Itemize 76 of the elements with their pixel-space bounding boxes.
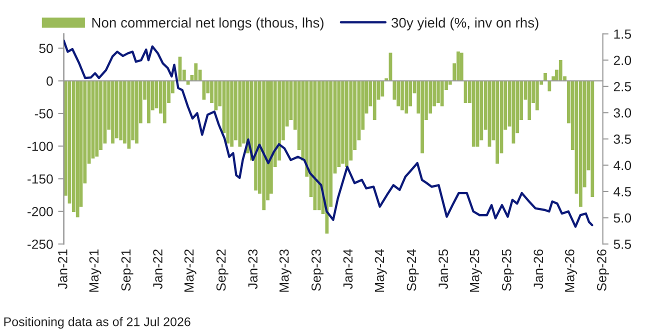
bar [472,80,476,147]
y-tick-label: 50 [39,44,53,54]
y2-tick-label: 4.0 [614,160,632,170]
bar [535,80,539,110]
bar [325,80,329,234]
bar [404,80,408,114]
bar [345,80,348,168]
y2-tick-label: 5.0 [614,213,632,223]
x-tick-label: Sep-26 [597,249,609,291]
y-tick-label: -100 [28,142,53,152]
y-tick-label: 0 [46,76,53,86]
y-tick-label: -250 [28,240,53,249]
x-tick-label: Sep-25 [502,249,514,291]
bar [460,52,464,81]
y2-tick-label: 5.5 [614,240,632,249]
bar [578,80,582,207]
bar [135,80,138,144]
x-tick-label: Jan-22 [153,250,162,290]
bar [341,80,345,164]
line-series [64,40,594,228]
bar [420,80,424,154]
bar [528,80,532,120]
x-tick-label: Sep-24 [406,249,419,291]
x-tick-label: May-21 [89,250,102,292]
y2-tick-label: 2.0 [614,56,632,66]
bar [436,80,440,104]
bar [380,80,384,97]
bar [226,80,230,144]
x-tick-label: Jan-23 [248,249,258,290]
bar [396,80,400,106]
bar [548,80,552,92]
x-tick-label: May-22 [184,250,196,292]
bar [544,73,547,81]
y2-tick-label: 1.5 [614,30,632,39]
x-tick-label: Sep-21 [121,250,134,291]
bar [558,60,562,81]
x-tick-label: May-26 [564,249,577,292]
x-tick-label: Jan-25 [438,249,448,290]
x-tick-label: May-24 [374,249,387,292]
bar [162,80,166,124]
bar [317,80,321,210]
bar [147,80,150,124]
y2-tick-label: 2.5 [614,82,632,92]
x-tick-label: Jan-26 [534,249,544,290]
x-tick-label: Sep-22 [216,250,228,291]
legend-label: 30y yield (%, inv on rhs) [392,17,538,30]
bar [400,80,404,110]
bar [119,80,123,140]
bar [440,80,444,106]
y-tick-label: -150 [28,174,53,184]
bar [76,80,80,218]
bar [262,80,266,210]
y-tick-label: -200 [28,206,53,216]
y2-tick-label: 3.5 [614,134,632,144]
text: Positioning data as of 21 Jul 2026 [4,317,190,329]
y2-tick-label: 3.0 [614,108,632,118]
bar [186,80,190,85]
y-tick-label: -50 [34,109,53,118]
bar [254,80,258,190]
y2-tick-label: 4.5 [614,187,632,196]
x-tick-label: Sep-23 [311,249,324,291]
bar [127,80,131,149]
bar [95,80,99,157]
x-tick-label: Jan-24 [343,249,353,290]
bar [238,80,242,147]
legend-label: Non commercial net longs (thous, lhs) [92,17,324,30]
bar [496,80,500,164]
x-tick-label: May-23 [279,249,292,292]
x-tick-label: May-25 [470,249,482,292]
bar [372,80,376,120]
bar [456,51,460,81]
x-tick-label: Jan-21 [58,250,68,290]
bar [111,80,114,144]
bar [194,63,198,81]
bar [230,80,234,147]
bar [590,80,594,198]
